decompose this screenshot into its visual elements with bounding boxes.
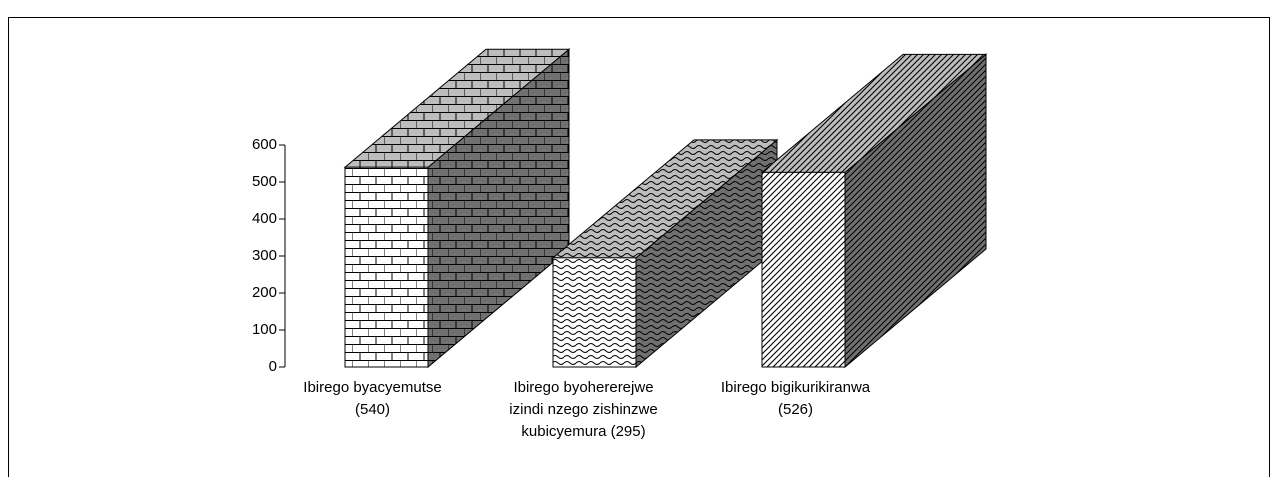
bar bbox=[344, 166, 429, 368]
x-tick-label: (526) bbox=[778, 401, 813, 418]
y-tick-label: 0 bbox=[269, 358, 277, 375]
bar bbox=[761, 171, 846, 368]
x-tick-label: Ibirego bigikurikiranwa bbox=[721, 379, 871, 396]
y-tick-label: 300 bbox=[252, 247, 277, 264]
y-tick-label: 400 bbox=[252, 210, 277, 227]
y-tick-label: 200 bbox=[252, 284, 277, 301]
x-tick-label: Ibirego byacyemutse bbox=[303, 379, 441, 396]
y-tick-label: 600 bbox=[252, 136, 277, 153]
y-tick-label: 500 bbox=[252, 173, 277, 190]
x-tick-label: kubicyemura (295) bbox=[521, 423, 645, 440]
x-tick-label: Ibirego byohererejwe bbox=[513, 379, 653, 396]
x-tick-label: izindi nzego zishinzwe bbox=[509, 401, 657, 418]
x-tick-label: (540) bbox=[355, 401, 390, 418]
chart-frame bbox=[8, 17, 1270, 477]
y-tick-label: 100 bbox=[252, 321, 277, 338]
bar bbox=[552, 257, 637, 368]
